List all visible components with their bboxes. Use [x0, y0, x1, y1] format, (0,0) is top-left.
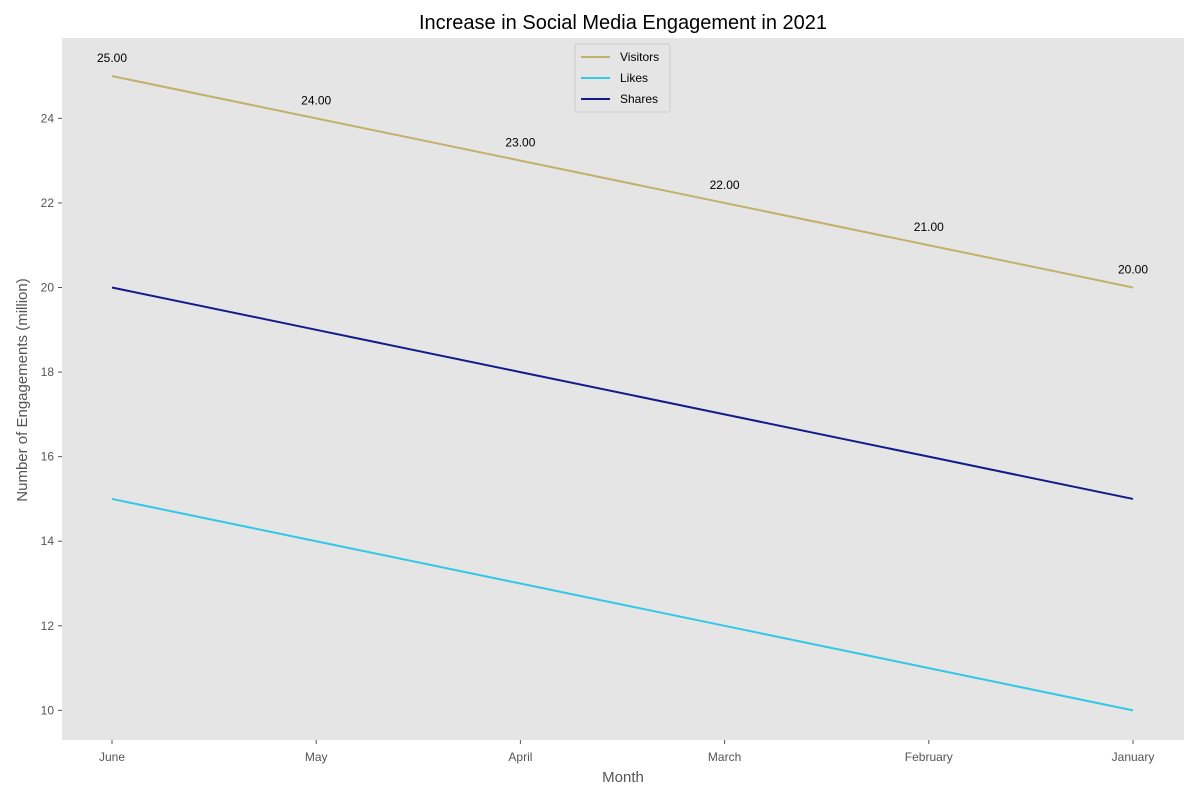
legend-box — [574, 43, 671, 113]
x-tick-label: April — [508, 750, 532, 764]
data-label: 20.00 — [1118, 263, 1148, 277]
legend-label-visitors: Visitors — [620, 50, 659, 64]
y-tick-label: 20 — [41, 281, 55, 295]
legend-label-shares: Shares — [620, 92, 658, 106]
data-label: 25.00 — [97, 51, 127, 65]
y-tick-label: 24 — [41, 111, 55, 125]
x-tick-label: May — [305, 750, 328, 764]
x-tick-label: June — [99, 750, 125, 764]
legend: Visitors Likes Shares — [574, 43, 671, 113]
data-label: 22.00 — [710, 178, 740, 192]
legend-label-likes: Likes — [620, 71, 648, 85]
y-tick-label: 22 — [41, 196, 55, 210]
y-axis: 10 12 14 16 18 20 22 24 — [41, 111, 62, 717]
x-tick-label: March — [708, 750, 741, 764]
series-line-visitors — [111, 75, 1134, 289]
y-axis-label: Number of Engagements (million) — [14, 278, 31, 501]
x-tick-label: February — [905, 750, 953, 764]
x-axis: June May April March February January — [99, 740, 1154, 764]
data-label: 23.00 — [505, 136, 535, 150]
series-lines — [111, 75, 1134, 712]
x-axis-label: Month — [602, 769, 644, 786]
series-line-likes — [111, 497, 1134, 712]
y-tick-label: 14 — [41, 534, 55, 548]
data-labels: 25.00 24.00 23.00 22.00 21.00 20.00 — [97, 51, 1148, 276]
y-tick-label: 10 — [41, 703, 55, 717]
data-label: 24.00 — [301, 93, 331, 107]
data-label: 21.00 — [914, 220, 944, 234]
y-tick-label: 18 — [41, 365, 55, 379]
y-tick-label: 12 — [41, 619, 55, 633]
chart-title: Increase in Social Media Engagement in 2… — [419, 12, 827, 34]
plot-area — [62, 38, 1184, 740]
y-tick-label: 16 — [41, 450, 55, 464]
series-line-shares — [111, 286, 1134, 500]
x-tick-label: January — [1112, 750, 1155, 764]
